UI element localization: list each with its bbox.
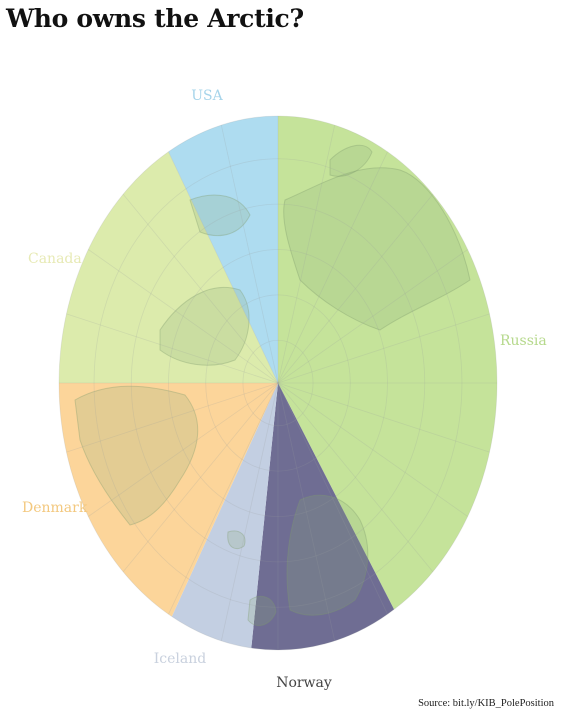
label-usa: USA bbox=[191, 88, 223, 104]
grid-meridian bbox=[277, 313, 490, 384]
grid-meridian bbox=[168, 151, 279, 384]
grid-ring bbox=[93, 158, 463, 608]
grid-meridian bbox=[277, 249, 468, 384]
grid-ring bbox=[130, 203, 426, 563]
grid-meridian bbox=[277, 125, 336, 384]
grid-meridian bbox=[277, 151, 388, 384]
grid-meridian bbox=[277, 382, 388, 615]
label-norway: Norway bbox=[276, 675, 332, 691]
grid-meridian bbox=[122, 382, 279, 573]
pie-slice-iceland bbox=[171, 383, 278, 649]
grid-meridian bbox=[168, 382, 279, 615]
pie-slice-usa bbox=[168, 116, 278, 383]
grid-ring bbox=[168, 249, 388, 517]
pie-slice-russia bbox=[278, 116, 497, 610]
grid-meridian bbox=[66, 382, 279, 453]
pie-slice-norway bbox=[251, 383, 395, 651]
grid-meridian bbox=[277, 193, 434, 384]
pie-slice-denmark bbox=[59, 383, 278, 617]
label-denmark: Denmark bbox=[22, 500, 88, 516]
grid-ring bbox=[242, 339, 314, 427]
grid-meridian bbox=[277, 382, 490, 453]
grid-meridian bbox=[277, 382, 336, 641]
grid-meridian bbox=[220, 125, 279, 384]
arctic-map-overlay bbox=[74, 144, 471, 627]
graticule-grid bbox=[58, 115, 498, 651]
grid-meridian bbox=[88, 382, 279, 517]
grid-meridian bbox=[122, 193, 279, 384]
grid-meridian bbox=[220, 382, 279, 641]
grid-meridian bbox=[277, 382, 434, 573]
label-canada: Canada bbox=[28, 251, 82, 267]
pie-slices bbox=[58, 116, 497, 651]
page-title: Who owns the Arctic? bbox=[6, 4, 304, 33]
grid-meridian bbox=[277, 382, 468, 517]
grid-meridian bbox=[88, 249, 279, 384]
pie-labels: Russia Norway Iceland Denmark Canada USA bbox=[22, 88, 547, 691]
source-note: Source: bit.ly/KIB_PolePosition bbox=[418, 698, 554, 709]
label-russia: Russia bbox=[500, 333, 547, 349]
label-iceland: Iceland bbox=[154, 651, 206, 667]
grid-ring bbox=[58, 115, 498, 651]
grid-meridian bbox=[66, 313, 279, 384]
pie-slice-canada bbox=[58, 151, 278, 383]
grid-ring bbox=[205, 294, 351, 472]
